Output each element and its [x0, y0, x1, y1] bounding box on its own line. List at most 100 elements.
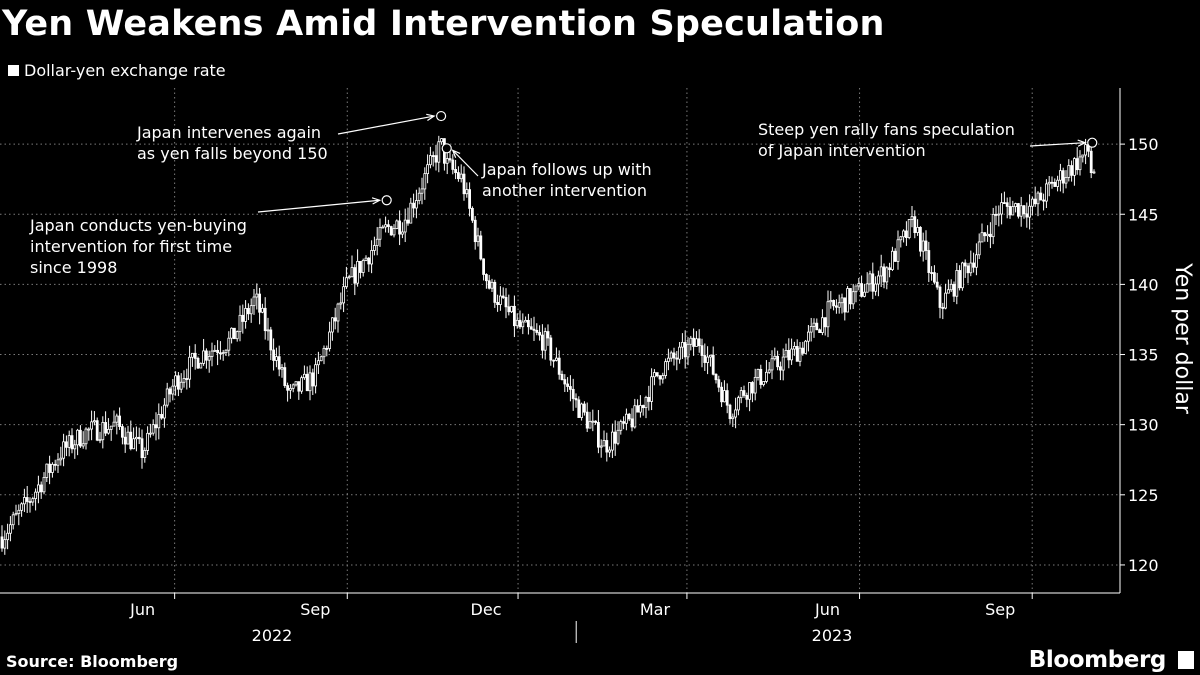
candle [468, 182, 472, 217]
candle [759, 364, 763, 389]
candle [470, 206, 474, 223]
candle-body [286, 385, 290, 391]
candle [31, 496, 35, 506]
candle-body [1075, 158, 1079, 171]
candle [907, 218, 911, 240]
candle-body [137, 436, 141, 440]
candle [115, 413, 119, 435]
candle-body [70, 435, 74, 450]
candle [216, 340, 220, 366]
candle [305, 366, 309, 392]
candle-body [255, 293, 259, 298]
candle-body [182, 378, 186, 383]
candle-body [241, 314, 245, 322]
candle [249, 298, 253, 323]
candle-body [260, 307, 264, 313]
candle-body [451, 159, 455, 170]
candle [160, 406, 164, 420]
candle-body [1036, 192, 1040, 205]
candle [1011, 200, 1015, 216]
candle [863, 283, 866, 298]
candle-body [1070, 165, 1073, 176]
candle-body [767, 369, 771, 373]
candle-body [487, 280, 491, 289]
candle [790, 338, 793, 365]
candle [843, 297, 847, 321]
candle-body [513, 305, 516, 327]
candle-body [207, 356, 211, 361]
candle [109, 425, 113, 441]
candle [683, 330, 687, 369]
candle [121, 423, 124, 445]
candle-body [322, 347, 326, 358]
candle [748, 382, 751, 412]
candle-body [585, 411, 589, 429]
candle [476, 227, 480, 247]
candle [1008, 197, 1012, 219]
candle-body [597, 422, 600, 448]
candle-body [667, 357, 670, 362]
candle-body [650, 376, 653, 402]
candle-body [79, 429, 82, 447]
year-label-2022: 2022 [252, 626, 293, 645]
candle [48, 455, 51, 485]
candle-body [420, 188, 424, 194]
candle-body [961, 262, 964, 289]
candle-body [692, 337, 695, 347]
bloomberg-icon [1178, 651, 1194, 669]
ytick-label: 130 [1128, 416, 1159, 435]
candle [73, 439, 77, 459]
candle [669, 350, 673, 362]
candle-body [34, 491, 37, 500]
candle-body [882, 266, 886, 283]
candle [972, 252, 975, 273]
candle [350, 255, 354, 278]
candle-body [661, 375, 665, 380]
candle [877, 270, 880, 297]
candle-body [737, 397, 740, 411]
annotation-arrowhead [1077, 139, 1087, 147]
candle [846, 285, 849, 313]
candle-body [109, 425, 113, 430]
ytick-label: 125 [1128, 486, 1159, 505]
candle-body [835, 305, 838, 308]
candle [566, 377, 569, 392]
candle-body [496, 301, 500, 305]
candle-body [465, 189, 469, 195]
candle [431, 151, 435, 167]
candle [487, 274, 491, 290]
candle-body [717, 379, 721, 388]
candle [311, 368, 315, 396]
candle [255, 283, 259, 310]
candle [1064, 170, 1068, 189]
candle-body [490, 281, 494, 289]
annotation-marker [381, 195, 392, 206]
candle-body [395, 220, 399, 229]
candle [277, 345, 281, 377]
annotation-text: Japan conducts yen-buying [29, 216, 247, 235]
annotation-arrow [1029, 142, 1086, 147]
candle-body [283, 367, 287, 386]
candle-body [347, 276, 351, 279]
ytick-label: 150 [1128, 135, 1159, 154]
candle [11, 511, 15, 530]
candle [308, 365, 312, 401]
candle-body [739, 390, 743, 399]
candle-body [781, 356, 785, 371]
candle-body [1081, 154, 1085, 158]
candle-body [84, 428, 88, 445]
candle-body [1042, 199, 1045, 202]
candle [507, 294, 511, 316]
candle [997, 205, 1001, 227]
candle-body [1067, 165, 1071, 178]
candle-body [216, 349, 220, 354]
legend: Dollar-yen exchange rate [8, 61, 226, 80]
candle [381, 224, 385, 229]
candle [199, 362, 203, 369]
candle [653, 369, 656, 386]
candle-body [843, 297, 847, 313]
candle-body [532, 328, 536, 331]
candle-body [148, 432, 152, 435]
candle [630, 408, 634, 432]
candle [442, 138, 446, 171]
